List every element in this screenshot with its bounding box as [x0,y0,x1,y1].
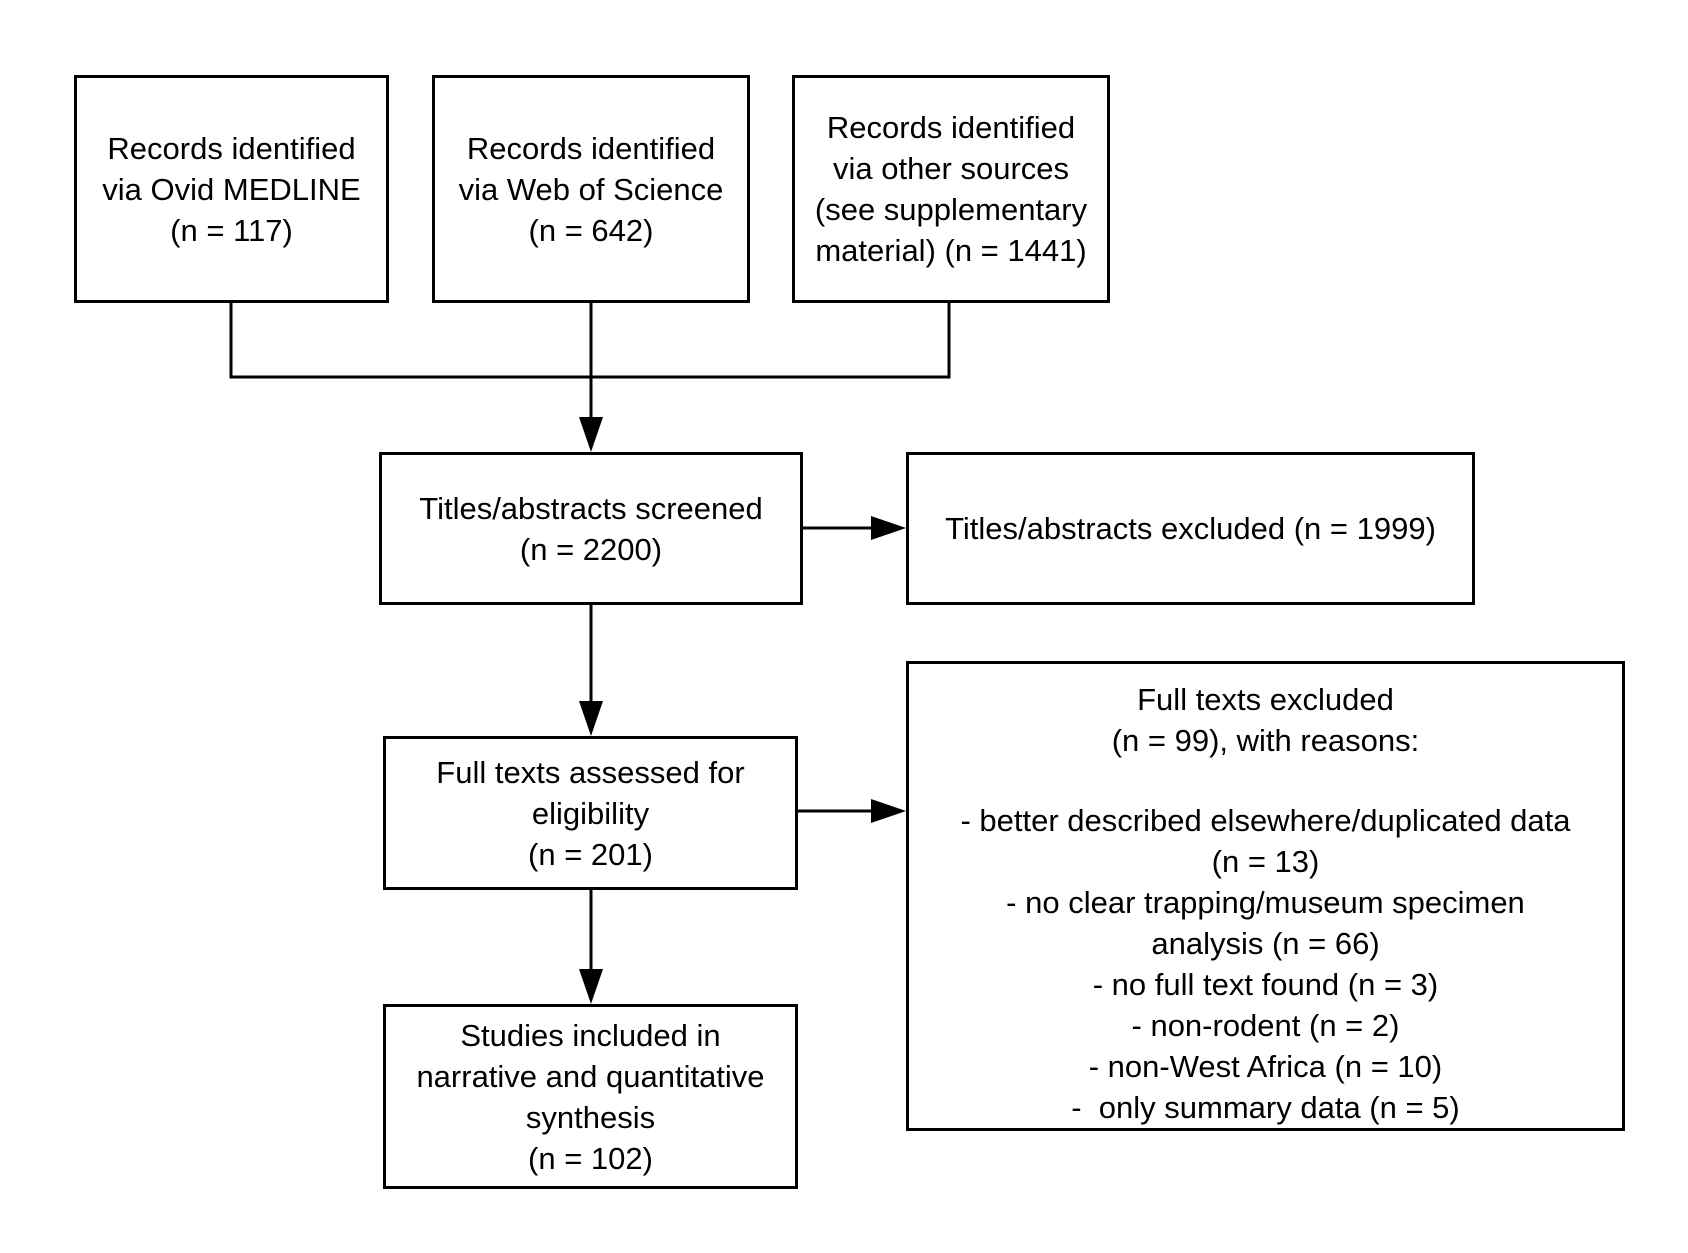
screened-line-1: Titles/abstracts screened [419,490,763,526]
ft-excluded-reason: - no clear trapping/museum specimen [1006,885,1525,920]
medline-line-1: Records identified [107,130,356,166]
other-line-2: via other sources [832,151,1070,186]
included-line-4: (n = 102) [528,1140,653,1176]
included-line-3: synthesis [525,1099,656,1135]
wos-line-3: (n = 642) [528,212,654,248]
other-line-3: (see supplementary [814,192,1088,227]
ft-excluded-heading-2: (n = 99), with reasons: [1111,723,1420,758]
arrow-to-included [579,969,603,1004]
arrow-to-screened [579,417,603,452]
fulltext-line-3: (n = 201) [528,836,653,872]
titles-abstracts-screened-box: Titles/abstracts screened (n = 2200) [379,452,803,605]
ft-excluded-reason: - only summary data (n = 5) [1071,1090,1460,1125]
ft-excluded-reason: analysis (n = 66) [1151,926,1380,961]
records-web-of-science-box: Records identified via Web of Science (n… [432,75,750,303]
titles-abstracts-excluded-box: Titles/abstracts excluded (n = 1999) [906,452,1475,605]
ft-excluded-reason: - non-rodent (n = 2) [1131,1008,1400,1043]
ft-excluded-reason: (n = 13) [1211,844,1320,879]
medline-line-2: via Ovid MEDLINE [102,171,361,207]
included-line-2: narrative and quantitative [416,1058,765,1094]
arrow-to-abstracts-excluded [871,516,906,540]
records-other-sources-box: Records identified via other sources (se… [792,75,1110,303]
fulltext-line-2: eligibility [531,795,650,831]
wos-line-1: Records identified [466,130,716,166]
ft-excluded-heading-1: Full texts excluded [1137,682,1394,717]
studies-included-box: Studies included in narrative and quanti… [383,1004,798,1189]
ft-excluded-reason: - non-West Africa (n = 10) [1088,1049,1443,1084]
full-texts-excluded-box: Full texts excluded (n = 99), with reaso… [906,661,1625,1131]
medline-line-3: (n = 117) [170,212,293,248]
ft-excluded-reason: - better described elsewhere/duplicated … [960,803,1571,838]
included-line-1: Studies included in [460,1017,721,1053]
other-line-4: material) (n = 1441) [815,233,1087,268]
screened-line-2: (n = 2200) [519,531,663,567]
records-medline-box: Records identified via Ovid MEDLINE (n =… [74,75,389,303]
abstracts-excluded-line-1: Titles/abstracts excluded (n = 1999) [945,511,1436,546]
ft-excluded-reason: - no full text found (n = 3) [1092,967,1439,1002]
full-texts-assessed-box: Full texts assessed for eligibility (n =… [383,736,798,890]
wos-line-2: via Web of Science [458,171,724,207]
arrow-to-fulltext-excluded [871,799,906,823]
arrow-to-fulltext [579,701,603,736]
other-line-1: Records identified [826,110,1076,145]
fulltext-line-1: Full texts assessed for [436,754,745,790]
